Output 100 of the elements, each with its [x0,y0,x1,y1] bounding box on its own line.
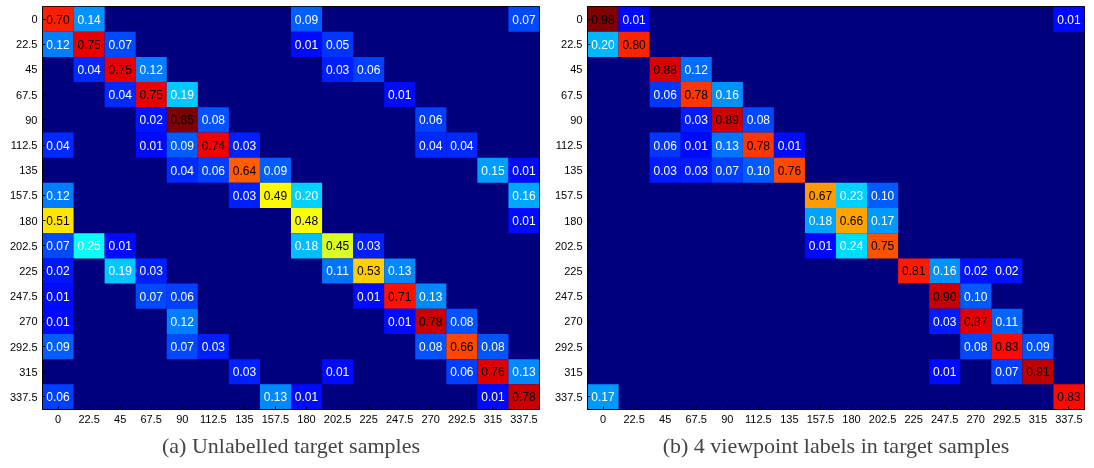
y-tick-label: 90 [570,113,583,126]
data-label: 0.07 [46,239,71,254]
y-tick-label: 292.5 [554,340,583,353]
data-label: 0.15 [481,163,505,178]
data-label: 0.14 [77,12,102,27]
y-tick-label: 315 [564,365,583,378]
x-tick-label: 45 [114,412,127,425]
x-tick-label: 292.5 [448,412,476,425]
data-label: 0.85 [170,113,195,128]
data-label: 0.13 [388,264,412,279]
y-tick-label: 0 [31,13,38,26]
data-label: 0.03 [201,340,226,355]
x-tick-label: 22.5 [78,412,100,425]
data-label: 0.13 [715,138,740,153]
y-tick-label: 247.5 [554,290,583,303]
y-tick-label: 157.5 [554,189,583,202]
y-tick-label: 270 [19,315,38,328]
data-label: 0.19 [108,264,133,279]
data-label: 0.08 [746,113,771,128]
x-tick-label: 22.5 [623,412,645,425]
data-label: 0.08 [201,113,226,128]
x-tick-label: 270 [421,412,440,425]
y-tick-label: 270 [564,315,583,328]
data-label: 0.64 [232,163,257,178]
y-tick-label: 247.5 [9,290,38,303]
data-label: 0.03 [684,113,709,128]
data-label: 0.66 [839,214,864,229]
data-label: 0.75 [139,88,164,103]
data-label: 0.87 [964,314,988,329]
x-tick-label: 270 [966,412,985,425]
data-label: 0.09 [263,163,288,178]
y-tick-label: 90 [25,113,38,126]
data-label: 0.12 [684,62,709,77]
data-label: 0.01 [108,239,133,254]
data-label: 0.18 [294,239,319,254]
data-label: 0.03 [325,62,350,77]
data-label: 0.05 [325,37,350,52]
data-label: 0.74 [201,138,226,153]
data-label: 0.04 [108,88,133,103]
data-label: 0.83 [995,340,1019,355]
data-label: 0.49 [263,188,288,203]
x-tick-label: 157.5 [261,412,290,425]
data-label: 0.06 [201,163,226,178]
y-tick-label: 45 [25,63,38,76]
data-label: 0.04 [170,163,195,178]
data-label: 0.03 [232,188,257,203]
data-label: 0.78 [684,88,709,103]
data-label: 0.78 [512,390,536,405]
data-label: 0.20 [294,188,319,203]
data-label: 0.90 [933,289,957,304]
data-label: 0.89 [715,113,740,128]
y-tick-label: 315 [19,365,38,378]
data-label: 0.04 [450,138,474,153]
data-label: 0.17 [591,390,616,405]
data-label: 0.20 [591,37,616,52]
data-label: 0.01 [46,314,71,329]
x-tick-label: 202.5 [323,412,352,425]
x-tick-label: 67.5 [140,412,162,425]
data-label: 0.10 [964,289,988,304]
data-label: 0.06 [419,113,443,128]
y-tick-label: 157.5 [9,189,38,202]
data-label: 0.01 [777,138,802,153]
data-label: 0.01 [46,289,71,304]
x-tick-label: 180 [297,412,316,425]
data-label: 0.02 [964,264,988,279]
data-label: 0.03 [232,138,257,153]
data-label: 0.16 [512,188,536,203]
data-label: 0.01 [294,37,319,52]
data-label: 0.02 [46,264,71,279]
x-tick-label: 112.5 [744,412,772,425]
x-tick-label: 0 [54,412,62,425]
data-label: 0.70 [46,12,71,27]
data-label: 0.81 [901,264,926,279]
data-label: 0.01 [512,214,536,229]
text: (a) Unlabelled target samples [162,432,420,458]
data-label: 0.03 [139,264,164,279]
data-label: 0.01 [512,163,536,178]
y-tick-label: 180 [19,214,38,227]
data-label: 0.16 [933,264,957,279]
x-tick-label: 247.5 [385,412,414,425]
data-label: 0.18 [808,214,833,229]
data-label: 0.01 [933,365,957,380]
data-label: 0.75 [108,62,133,77]
data-label: 0.07 [512,12,536,27]
x-tick-label: 112.5 [199,412,227,425]
data-label: 0.08 [419,340,443,355]
data-label: 0.66 [450,340,474,355]
data-label: 0.67 [808,188,833,203]
y-tick-label: 202.5 [554,239,583,252]
data-label: 0.75 [77,37,102,52]
data-label: 0.09 [1026,340,1050,355]
data-label: 0.01 [139,138,164,153]
x-tick-label: 135 [235,412,254,425]
data-label: 0.78 [419,314,443,329]
data-label: 0.51 [46,214,71,229]
y-tick-label: 225 [564,264,583,277]
data-label: 0.04 [419,138,443,153]
data-label: 0.91 [1026,365,1050,380]
data-label: 0.07 [108,37,133,52]
data-label: 0.76 [481,365,505,380]
